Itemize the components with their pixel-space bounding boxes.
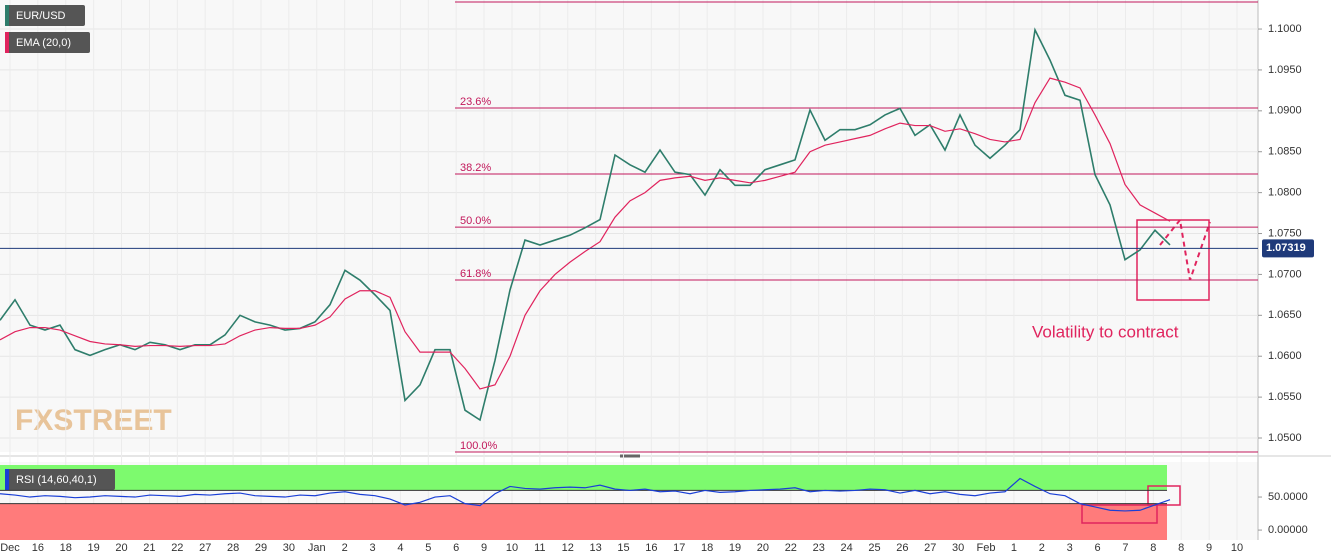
x-tick-label: 30 (283, 542, 295, 554)
x-tick-label: 16 (32, 542, 44, 554)
y-tick-label: 1.0550 (1268, 391, 1302, 403)
y-tick-label: 1.0850 (1268, 146, 1302, 158)
x-tick-label: 8 (1150, 542, 1156, 554)
x-tick-label: 19 (88, 542, 100, 554)
y-tick-label: 50.0000 (1268, 491, 1308, 503)
last-price-label: 1.07319 (1266, 242, 1306, 254)
x-tick-label: 22 (785, 542, 797, 554)
x-tick-label: 29 (255, 542, 267, 554)
x-tick-label: 23 (813, 542, 825, 554)
legend-box (5, 5, 85, 26)
y-tick-label: 1.0500 (1268, 432, 1302, 444)
x-tick-label: 27 (199, 542, 211, 554)
y-tick-label: 1.0650 (1268, 309, 1302, 321)
x-tick-label: 9 (481, 542, 487, 554)
x-tick-label: 6 (1095, 542, 1101, 554)
rsi-line (0, 477, 1171, 512)
range-box (1136, 219, 1210, 301)
x-tick-label: 17 (673, 542, 685, 554)
y-tick-label: 1.0900 (1268, 105, 1302, 117)
x-tick-label: Feb (977, 542, 996, 554)
fib-label: 38.2% (460, 162, 491, 174)
fib-label: 23.6% (460, 96, 491, 108)
legend-label: EUR/USD (16, 10, 66, 22)
x-tick-label: 12 (562, 542, 574, 554)
x-tick-label: Dec (0, 542, 20, 554)
x-tick-label: 2 (342, 542, 348, 554)
x-tick-label: 9 (1206, 542, 1212, 554)
last-price-box (1262, 239, 1314, 258)
x-tick-label: 16 (645, 542, 657, 554)
annotation: Volatility to contract (1032, 322, 1179, 341)
legend-swatch (5, 32, 9, 53)
x-tick-label: 1 (1011, 542, 1017, 554)
x-tick-label: 8 (1178, 542, 1184, 554)
x-tick-label: 3 (1067, 542, 1073, 554)
y-tick-label: 0.00000 (1268, 524, 1308, 536)
y-tick-label: 1.1000 (1268, 23, 1302, 35)
x-tick-label: 18 (60, 542, 72, 554)
price-panel (0, 0, 1258, 452)
x-tick-label: 21 (143, 542, 155, 554)
x-tick-label: 20 (115, 542, 127, 554)
y-tick-label: 1.0950 (1268, 64, 1302, 76)
x-tick-label: 19 (729, 542, 741, 554)
x-tick-label: 20 (757, 542, 769, 554)
x-tick-label: 24 (840, 542, 852, 554)
y-tick-label: 1.0600 (1268, 350, 1302, 362)
x-tick-label: 2 (1039, 542, 1045, 554)
x-tick-label: 30 (952, 542, 964, 554)
rsi-lower-zone (0, 503, 1167, 540)
x-tick-label: 15 (617, 542, 629, 554)
x-tick-label: 6 (453, 542, 459, 554)
legend-swatch (5, 469, 9, 490)
x-tick-label: 7 (1122, 542, 1128, 554)
fib-label: 0.0% (460, 0, 485, 2)
x-tick-label: 11 (534, 542, 545, 554)
legend-box (5, 469, 115, 490)
fib-label: 50.0% (460, 215, 491, 227)
y-tick-label: 1.0800 (1268, 187, 1302, 199)
x-tick-label: 18 (701, 542, 713, 554)
x-tick-label: 10 (1231, 542, 1243, 554)
legend-box (5, 32, 90, 53)
rsi-box (1147, 485, 1181, 506)
x-tick-label: 27 (924, 542, 936, 554)
y-tick-label: 1.0750 (1268, 227, 1302, 239)
x-tick-label: 4 (397, 542, 403, 554)
price-line (0, 27, 1171, 422)
legend-swatch (5, 5, 9, 26)
x-tick-label: 25 (868, 542, 880, 554)
x-tick-label: 28 (227, 542, 239, 554)
x-tick-label: Jan (308, 542, 326, 554)
rsi-box (1081, 504, 1158, 524)
fib-label: 61.8% (460, 268, 491, 280)
legend-label: EMA (20,0) (16, 37, 71, 49)
x-tick-label: 22 (171, 542, 183, 554)
ema-line (0, 77, 1171, 390)
x-tick-label: 10 (506, 542, 518, 554)
fib-label: 100.0% (460, 440, 498, 452)
x-tick-label: 5 (425, 542, 431, 554)
y-tick-label: 1.0700 (1268, 268, 1302, 280)
x-tick-label: 3 (369, 542, 375, 554)
rsi-upper-zone (0, 465, 1167, 491)
x-tick-label: 26 (896, 542, 908, 554)
x-tick-label: 13 (589, 542, 601, 554)
legend-label: RSI (14,60,40,1) (16, 474, 97, 486)
